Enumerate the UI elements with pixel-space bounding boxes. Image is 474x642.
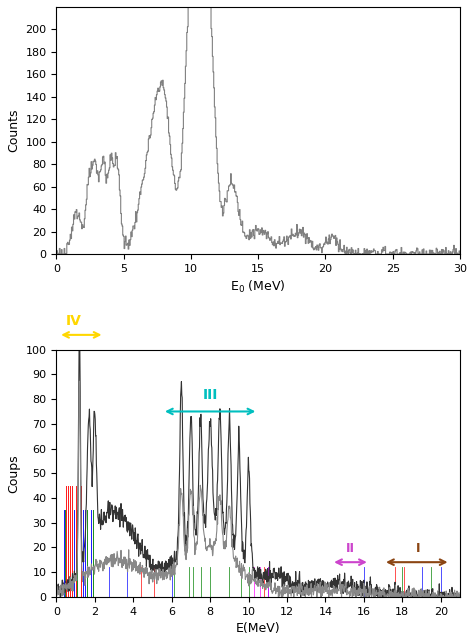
Y-axis label: Counts: Counts (7, 108, 20, 152)
Text: II: II (346, 542, 355, 555)
X-axis label: E$_0$ (MeV): E$_0$ (MeV) (230, 279, 286, 295)
Text: III: III (202, 388, 218, 402)
Text: IV: IV (66, 314, 82, 328)
Text: I: I (416, 542, 420, 555)
X-axis label: E(MeV): E(MeV) (236, 622, 281, 635)
Y-axis label: Coups: Coups (7, 454, 20, 492)
